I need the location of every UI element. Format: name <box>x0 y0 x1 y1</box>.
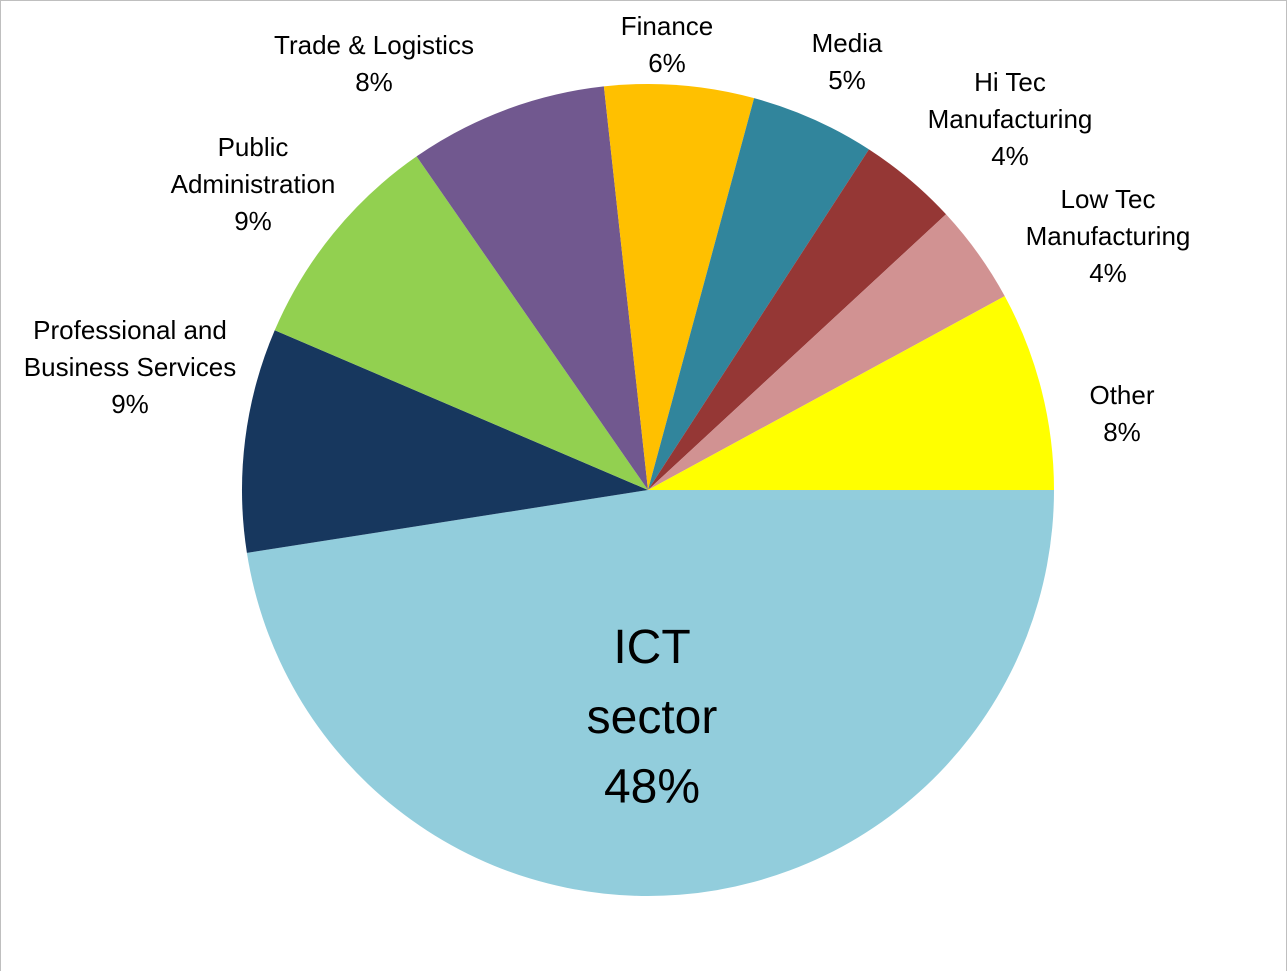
category-label: Low Tec Manufacturing <box>1026 184 1191 251</box>
category-label: Finance <box>621 11 714 41</box>
category-label: Other <box>1089 380 1154 410</box>
pie-slice <box>603 84 755 490</box>
category-label: Public Administration <box>171 132 336 199</box>
category-label: Trade & Logistics <box>274 30 474 60</box>
category-label: Hi Tec Manufacturing <box>928 67 1093 134</box>
value-label: 8% <box>1103 417 1141 447</box>
value-label: 48% <box>604 761 700 814</box>
pie-slice <box>274 156 648 491</box>
value-label: 9% <box>234 206 272 236</box>
pie-slice <box>648 98 869 490</box>
pie-slice <box>648 214 1005 490</box>
pie-slice <box>241 330 648 553</box>
slice-label: Trade & Logistics 8% <box>274 30 474 97</box>
value-label: 9% <box>111 389 149 419</box>
slice-label: Professional and Business Services 9% <box>24 315 236 419</box>
value-label: 4% <box>991 141 1029 171</box>
slice-label: Hi Tec Manufacturing 4% <box>928 67 1093 171</box>
slice-label: Public Administration 9% <box>171 132 336 236</box>
category-label: ICT sector <box>587 621 718 744</box>
category-label: Professional and Business Services <box>24 315 236 382</box>
value-label: 4% <box>1089 258 1127 288</box>
slice-label: ICT sector 48% <box>587 621 718 814</box>
slice-label: Media 5% <box>812 28 883 95</box>
pie-slice <box>416 86 648 490</box>
value-label: 8% <box>355 67 393 97</box>
pie-slice <box>648 296 1054 490</box>
slice-label: Other 8% <box>1089 380 1154 447</box>
pie-slice <box>246 490 1054 896</box>
category-label: Media <box>812 28 883 58</box>
value-label: 6% <box>648 48 686 78</box>
slice-label: Finance 6% <box>621 11 714 78</box>
slice-label: Low Tec Manufacturing 4% <box>1026 184 1191 288</box>
pie-slice <box>648 149 947 490</box>
value-label: 5% <box>828 65 866 95</box>
